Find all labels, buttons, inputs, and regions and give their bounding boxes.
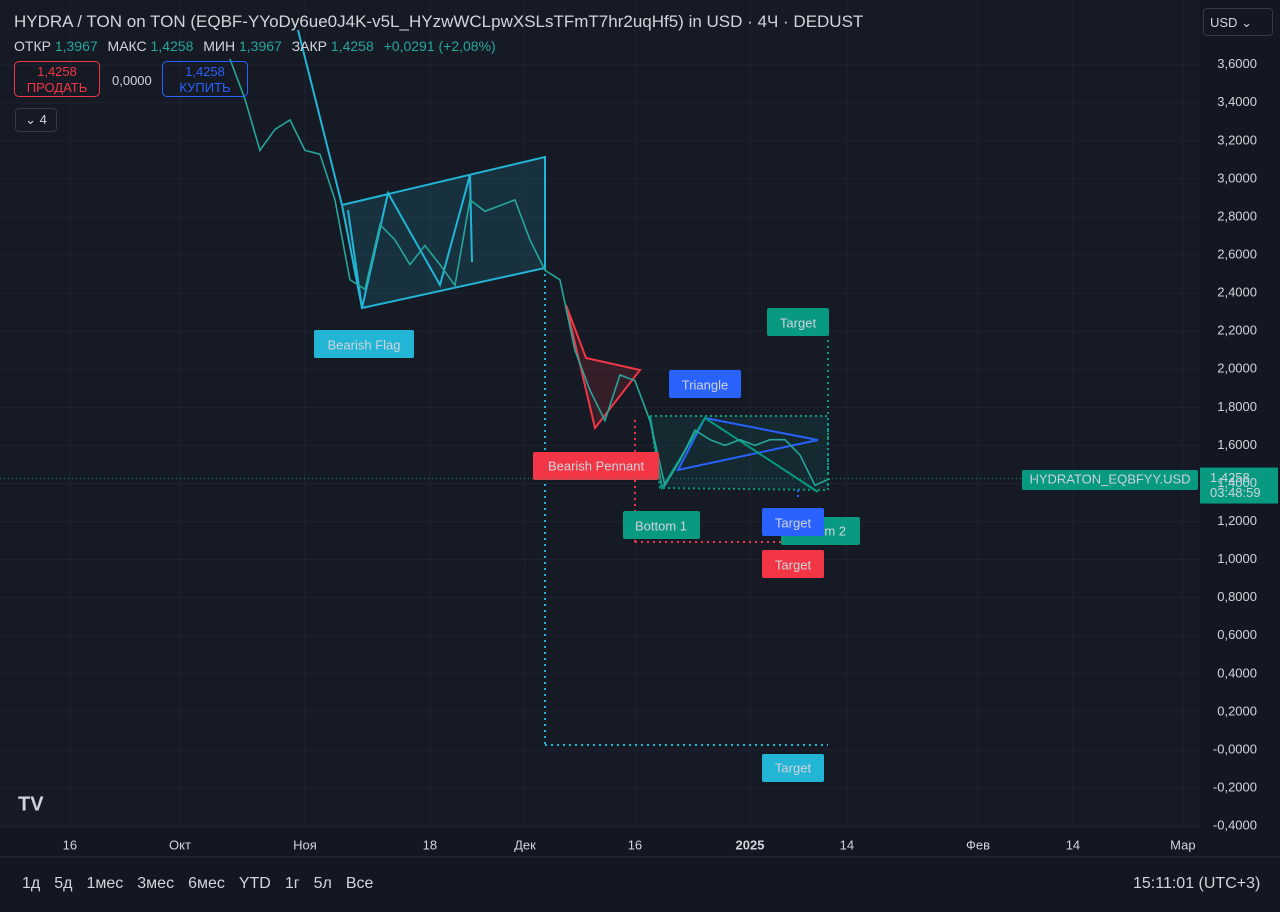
currency-select[interactable]: USD ⌄ (1203, 8, 1273, 36)
ohlc-value: 1,4258 (330, 38, 374, 54)
range-button[interactable]: 6мес (188, 875, 225, 892)
range-button[interactable]: Все (345, 875, 374, 892)
y-tick-label: 1,0000 (1217, 551, 1257, 566)
annotation-label: Target (775, 557, 812, 572)
y-tick-label: 1,6000 (1217, 437, 1257, 452)
x-tick-label: Ноя (293, 837, 317, 852)
y-tick-label: 1,4000 (1217, 475, 1257, 490)
label-box (762, 508, 824, 536)
annotation-label: Triangle (682, 377, 728, 392)
annotation-label: Bearish Pennant (548, 458, 645, 473)
sell-button[interactable]: 1,4258 ПРОДАТЬ (14, 61, 100, 97)
price-line (229, 58, 831, 488)
range-button[interactable]: 3мес (137, 875, 175, 892)
y-tick-label: 1,8000 (1217, 399, 1257, 414)
annotation-label: Bottom 1 (635, 518, 687, 533)
x-tick-label: 18 (423, 837, 437, 852)
y-tick-label: 2,6000 (1217, 246, 1257, 261)
indicators-toggle[interactable]: ⌄ 4 (15, 108, 57, 132)
label-box (669, 370, 741, 398)
last-price-label: 1,4258 (1210, 470, 1250, 485)
sell-price: 1,4258 (37, 64, 77, 79)
y-tick-label: 3,6000 (1217, 56, 1257, 71)
sell-label: ПРОДАТЬ (26, 80, 88, 95)
buy-price: 1,4258 (185, 64, 225, 79)
buy-button[interactable]: 1,4258 КУПИТЬ (162, 61, 248, 97)
y-tick-label: 3,0000 (1217, 170, 1257, 185)
pattern-drawings (297, 29, 829, 746)
y-tick-label: 3,4000 (1217, 94, 1257, 109)
x-tick-label: Мар (1170, 837, 1195, 852)
buy-label: КУПИТЬ (179, 80, 231, 95)
x-tick-label: 2025 (736, 837, 765, 852)
label-box (762, 550, 824, 578)
grid (0, 0, 1200, 828)
y-tick-label: 2,2000 (1217, 323, 1257, 338)
label-box (314, 330, 414, 358)
label-box (767, 308, 829, 336)
y-tick-label: -0,4000 (1213, 818, 1257, 833)
plot-area (0, 0, 1200, 828)
annotation-labels: Bearish Flag Triangle Bearish Pennant Bo… (314, 308, 860, 782)
y-tick-label: 2,4000 (1217, 285, 1257, 300)
range-button[interactable]: 1д (22, 875, 41, 892)
y-tick-label: 0,4000 (1217, 665, 1257, 680)
range-button[interactable]: YTD (238, 875, 271, 892)
annotation-label: Target (780, 315, 817, 330)
ohlc-label: МАКС (107, 38, 147, 54)
range-button[interactable]: 1мес (86, 875, 124, 892)
ohlc-value: 1,3967 (54, 38, 98, 54)
range-button[interactable]: 5л (313, 875, 332, 892)
ohlc-label: МИН (203, 38, 236, 54)
x-tick-label: Окт (169, 837, 191, 852)
ohlc-label: ЗАКР (291, 38, 328, 54)
indicators-count: 4 (39, 112, 47, 127)
x-tick-label: Фев (966, 837, 990, 852)
y-tick-label: 2,0000 (1217, 361, 1257, 376)
y-tick-label: -0,2000 (1213, 779, 1257, 794)
y-tick-label: 2,8000 (1217, 208, 1257, 223)
label-box (533, 452, 659, 480)
label-box (762, 754, 824, 782)
ohlc-value: 1,4258 (150, 38, 194, 54)
range-button[interactable]: 1г (284, 875, 300, 892)
series-layer (229, 58, 831, 488)
y-tick-label: 0,6000 (1217, 627, 1257, 642)
range-button[interactable]: 5д (54, 875, 73, 892)
ohlc-label: ОТКР (14, 38, 51, 54)
y-tick-label: 3,2000 (1217, 132, 1257, 147)
ohlc: ОТКР 1,3967 МАКС 1,4258 МИН 1,3967 ЗАКР … (14, 38, 502, 54)
x-tick-label: 16 (63, 837, 77, 852)
currency: USD (1210, 15, 1238, 30)
series-tag-label: HYDRATON_EQBFYY.USD (1029, 471, 1190, 486)
y-tick-label: 0,2000 (1217, 703, 1257, 718)
x-tick-label: 16 (628, 837, 642, 852)
y-tick-label: 1,2000 (1217, 513, 1257, 528)
spread: 0,0000 (112, 73, 152, 88)
change: +0,0291 (+2,08%) (383, 38, 496, 54)
x-tick-label: Дек (514, 837, 536, 852)
annotation-label: Bearish Flag (328, 337, 401, 352)
series-tag (1022, 470, 1198, 490)
annotation-label: Target (775, 760, 812, 775)
countdown: 03:48:59 (1210, 485, 1261, 500)
clock: 15:11:01 (UTC+3) (1133, 875, 1261, 892)
x-tick-label: 14 (840, 837, 854, 852)
last-price-tag (1200, 467, 1278, 504)
logo: TV (18, 793, 44, 815)
y-tick-label: 0,8000 (1217, 589, 1257, 604)
label-box (623, 511, 700, 539)
range-bar: 1д 5д 1мес 3мес 6мес YTD 1г 5л Все (22, 875, 387, 893)
annotation-label: Target (775, 515, 812, 530)
symbol-title: HYDRA / TON on TON (EQBF-YYoDy6ue0J4K-v5… (14, 12, 864, 31)
ohlc-value: 1,3967 (239, 38, 282, 54)
y-tick-label: -0,0000 (1213, 741, 1257, 756)
x-tick-label: 14 (1066, 837, 1080, 852)
